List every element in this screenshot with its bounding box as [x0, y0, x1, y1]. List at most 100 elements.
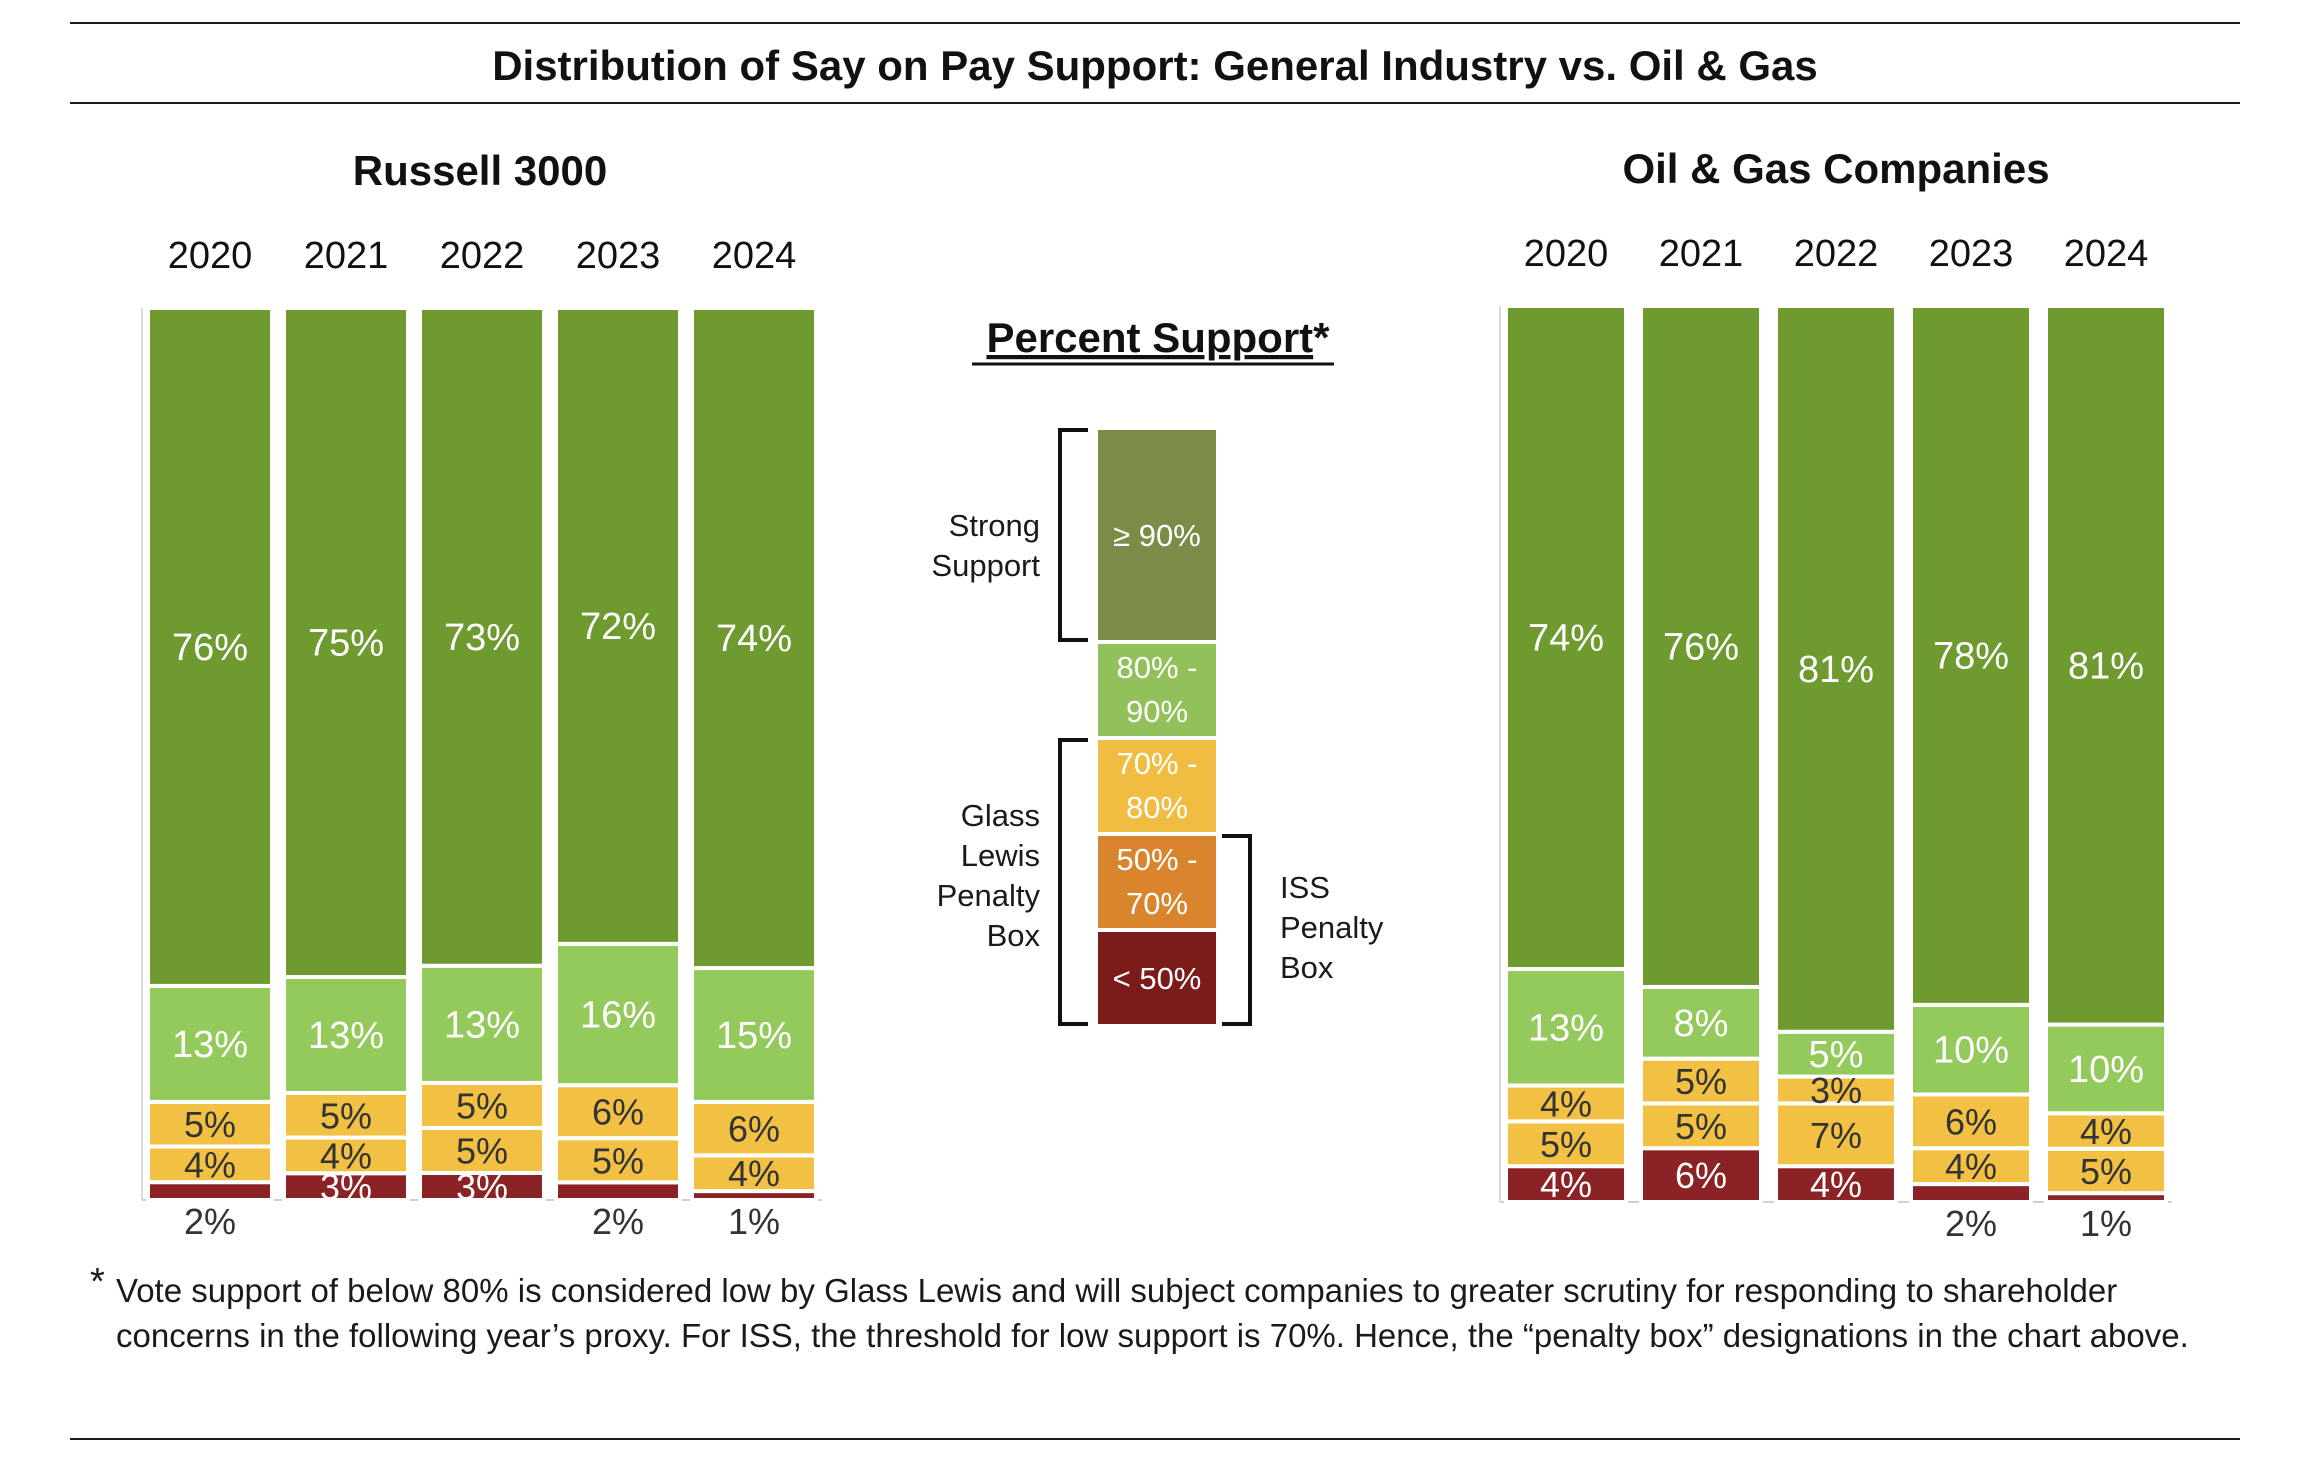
data-label: 1% — [2080, 1203, 2132, 1244]
data-label: 78% — [1933, 635, 2009, 677]
data-label: 6% — [592, 1092, 644, 1133]
legend-swatch-label-line: 70% - — [1117, 746, 1198, 781]
iss-label-line: ISS — [1280, 870, 1330, 905]
glass-lewis-label: Glass Lewis Penalty Box — [937, 798, 1041, 953]
year-label: 2021 — [304, 235, 389, 277]
data-label: 76% — [1663, 626, 1739, 668]
year-label: 2023 — [1929, 233, 2014, 275]
legend-swatch-label-line: 90% — [1126, 694, 1188, 729]
data-label: 13% — [172, 1024, 248, 1066]
data-label: 5% — [1675, 1061, 1727, 1102]
bar-segment — [554, 941, 682, 1088]
legend-swatch-label: ≥ 90% — [1113, 518, 1201, 553]
bar-segment — [1639, 304, 1763, 989]
data-label: 13% — [308, 1015, 384, 1057]
year-label: 2023 — [576, 235, 661, 277]
bar-segment — [1504, 304, 1628, 972]
glass-lewis-bracket — [1058, 738, 1088, 1026]
legend-title-marker: * — [1313, 314, 1330, 361]
data-label: 2% — [1945, 1203, 1997, 1244]
data-label: 81% — [2068, 645, 2144, 687]
legend-swatch-label-line: 50% - — [1117, 842, 1198, 877]
bar-segment — [1774, 1074, 1898, 1106]
data-label: 2% — [592, 1201, 644, 1242]
legend-swatch — [1094, 928, 1220, 1028]
legend-swatch-label: 50% - 70% — [1117, 842, 1198, 921]
bar-segment — [554, 1083, 682, 1141]
bar-segment — [1504, 967, 1628, 1088]
bar-segment — [690, 966, 818, 1104]
panel-title: Russell 3000 — [353, 147, 608, 194]
data-label: 74% — [716, 618, 792, 660]
strong-support-label: Strong Support — [931, 508, 1040, 583]
data-label: 5% — [2080, 1151, 2132, 1192]
legend-swatch — [1094, 832, 1220, 932]
data-label: 2% — [184, 1201, 236, 1242]
year-label: 2021 — [1659, 233, 1744, 275]
bar-segment — [690, 1153, 818, 1194]
footnote-marker: * — [90, 1261, 105, 1303]
data-label: 3% — [456, 1166, 508, 1207]
data-label: 7% — [1810, 1115, 1862, 1156]
bar-segment — [554, 1180, 682, 1203]
title-rule — [70, 102, 2240, 104]
glass-lewis-label-line: Box — [987, 918, 1041, 953]
glass-lewis-label-line: Glass — [961, 798, 1040, 833]
legend-swatch-label: < 50% — [1113, 961, 1202, 996]
year-label: 2020 — [1524, 233, 1609, 275]
year-label: 2022 — [1794, 233, 1879, 275]
legend-swatch-label: 80% - 90% — [1117, 650, 1198, 729]
data-label: 4% — [1945, 1146, 1997, 1187]
bar-segment — [554, 1136, 682, 1185]
legend-swatch-label: 70% - 80% — [1117, 746, 1198, 825]
bar-segment — [2044, 304, 2168, 1027]
legend-swatch-label-line: 80% — [1126, 790, 1188, 825]
year-label: 2020 — [168, 235, 253, 277]
data-label: 15% — [716, 1015, 792, 1057]
bar-segment — [146, 306, 274, 988]
data-label: 8% — [1674, 1003, 1729, 1045]
bar-segment — [1774, 304, 1898, 1034]
data-label: 5% — [320, 1095, 372, 1136]
data-label: 73% — [444, 617, 520, 659]
bar-segment — [282, 1171, 410, 1202]
bar-segment — [1639, 984, 1763, 1061]
bar-segment — [418, 306, 546, 968]
data-label: 4% — [184, 1144, 236, 1185]
bar-segment — [1909, 1002, 2033, 1097]
bar-segment — [1639, 1146, 1763, 1204]
data-label: 5% — [592, 1140, 644, 1181]
data-label: 4% — [1810, 1164, 1862, 1205]
bar-segment — [418, 963, 546, 1085]
data-label: 76% — [172, 627, 248, 669]
data-label: 74% — [1528, 618, 1604, 660]
strong-support-bracket — [1058, 428, 1088, 642]
iss-label-line: Penalty — [1280, 910, 1384, 945]
strong-support-label-line: Support — [931, 548, 1040, 583]
bar-segment — [1909, 304, 2033, 1007]
bar-segment — [282, 1090, 410, 1140]
bar-segment — [418, 1170, 546, 1203]
data-label: 5% — [1675, 1106, 1727, 1147]
iss-label-line: Box — [1280, 950, 1334, 985]
bar-segment — [690, 306, 818, 971]
bar-segment — [282, 306, 410, 979]
data-label: 3% — [1810, 1070, 1862, 1111]
data-label: 5% — [1809, 1034, 1864, 1076]
strong-support-label-line: Strong — [949, 508, 1040, 543]
iss-label: ISS Penalty Box — [1280, 870, 1384, 985]
data-label: 6% — [1675, 1155, 1727, 1196]
data-label: 1% — [728, 1201, 780, 1242]
data-label: 81% — [1798, 649, 1874, 691]
chart-canvas: Russell 300020202%4%5%13%76%20213%4%5%13… — [141, 145, 2172, 1244]
data-label: 4% — [2080, 1111, 2132, 1152]
data-label: 3% — [320, 1167, 372, 1208]
bar-segment — [554, 306, 682, 946]
bar-segment — [1774, 1164, 1898, 1205]
data-label: 10% — [1933, 1030, 2009, 1072]
data-label: 5% — [456, 1130, 508, 1171]
glass-lewis-label-line: Penalty — [937, 878, 1041, 913]
data-label: 13% — [1528, 1007, 1604, 1049]
bar-segment — [146, 983, 274, 1104]
legend-title: Percent Support* — [986, 314, 1330, 361]
